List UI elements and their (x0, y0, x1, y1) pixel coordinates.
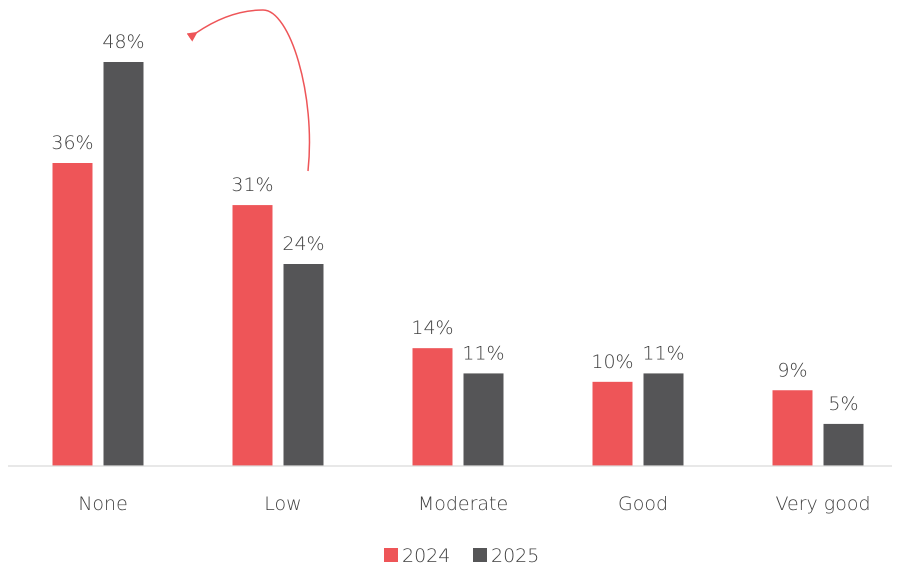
bar-2024-good (592, 381, 633, 466)
value-label: 5% (828, 393, 858, 415)
value-label: 31% (231, 174, 273, 196)
value-label: 11% (642, 342, 684, 364)
value-label: 9% (777, 359, 807, 381)
category-label: Good (618, 493, 668, 515)
value-labels-layer: 36% 48% 31% 24% 14% 11% 10% 11% 9% 5% (51, 31, 858, 415)
value-label: 48% (102, 31, 144, 53)
category-label: None (78, 493, 128, 515)
category-labels-layer: None Low Moderate Good Very good (78, 493, 870, 515)
value-label: 36% (51, 132, 93, 154)
bar-2024-none (52, 163, 93, 466)
bars-layer (52, 62, 864, 467)
legend-label-2025: 2025 (491, 545, 539, 567)
value-label: 11% (462, 342, 504, 364)
category-label: Low (264, 493, 301, 515)
bar-2025-none (103, 62, 144, 466)
bar-2025-good (643, 373, 684, 466)
bar-2025-low (283, 264, 324, 466)
bar-2025-moderate (463, 373, 504, 466)
legend-swatch-2024 (384, 548, 398, 562)
value-label: 14% (411, 317, 453, 339)
annotation-arrow (186, 9, 311, 172)
bar-2024-very-good (772, 390, 813, 466)
bar-2025-very-good (823, 423, 864, 466)
category-label: Moderate (418, 493, 508, 515)
value-label: 24% (282, 233, 324, 255)
legend: 2024 2025 (384, 545, 539, 567)
bar-2024-moderate (412, 348, 453, 466)
value-label: 10% (591, 351, 633, 373)
legend-swatch-2025 (473, 548, 487, 562)
bar-2024-low (232, 205, 273, 467)
legend-label-2024: 2024 (402, 545, 450, 567)
category-label: Very good (775, 493, 870, 515)
